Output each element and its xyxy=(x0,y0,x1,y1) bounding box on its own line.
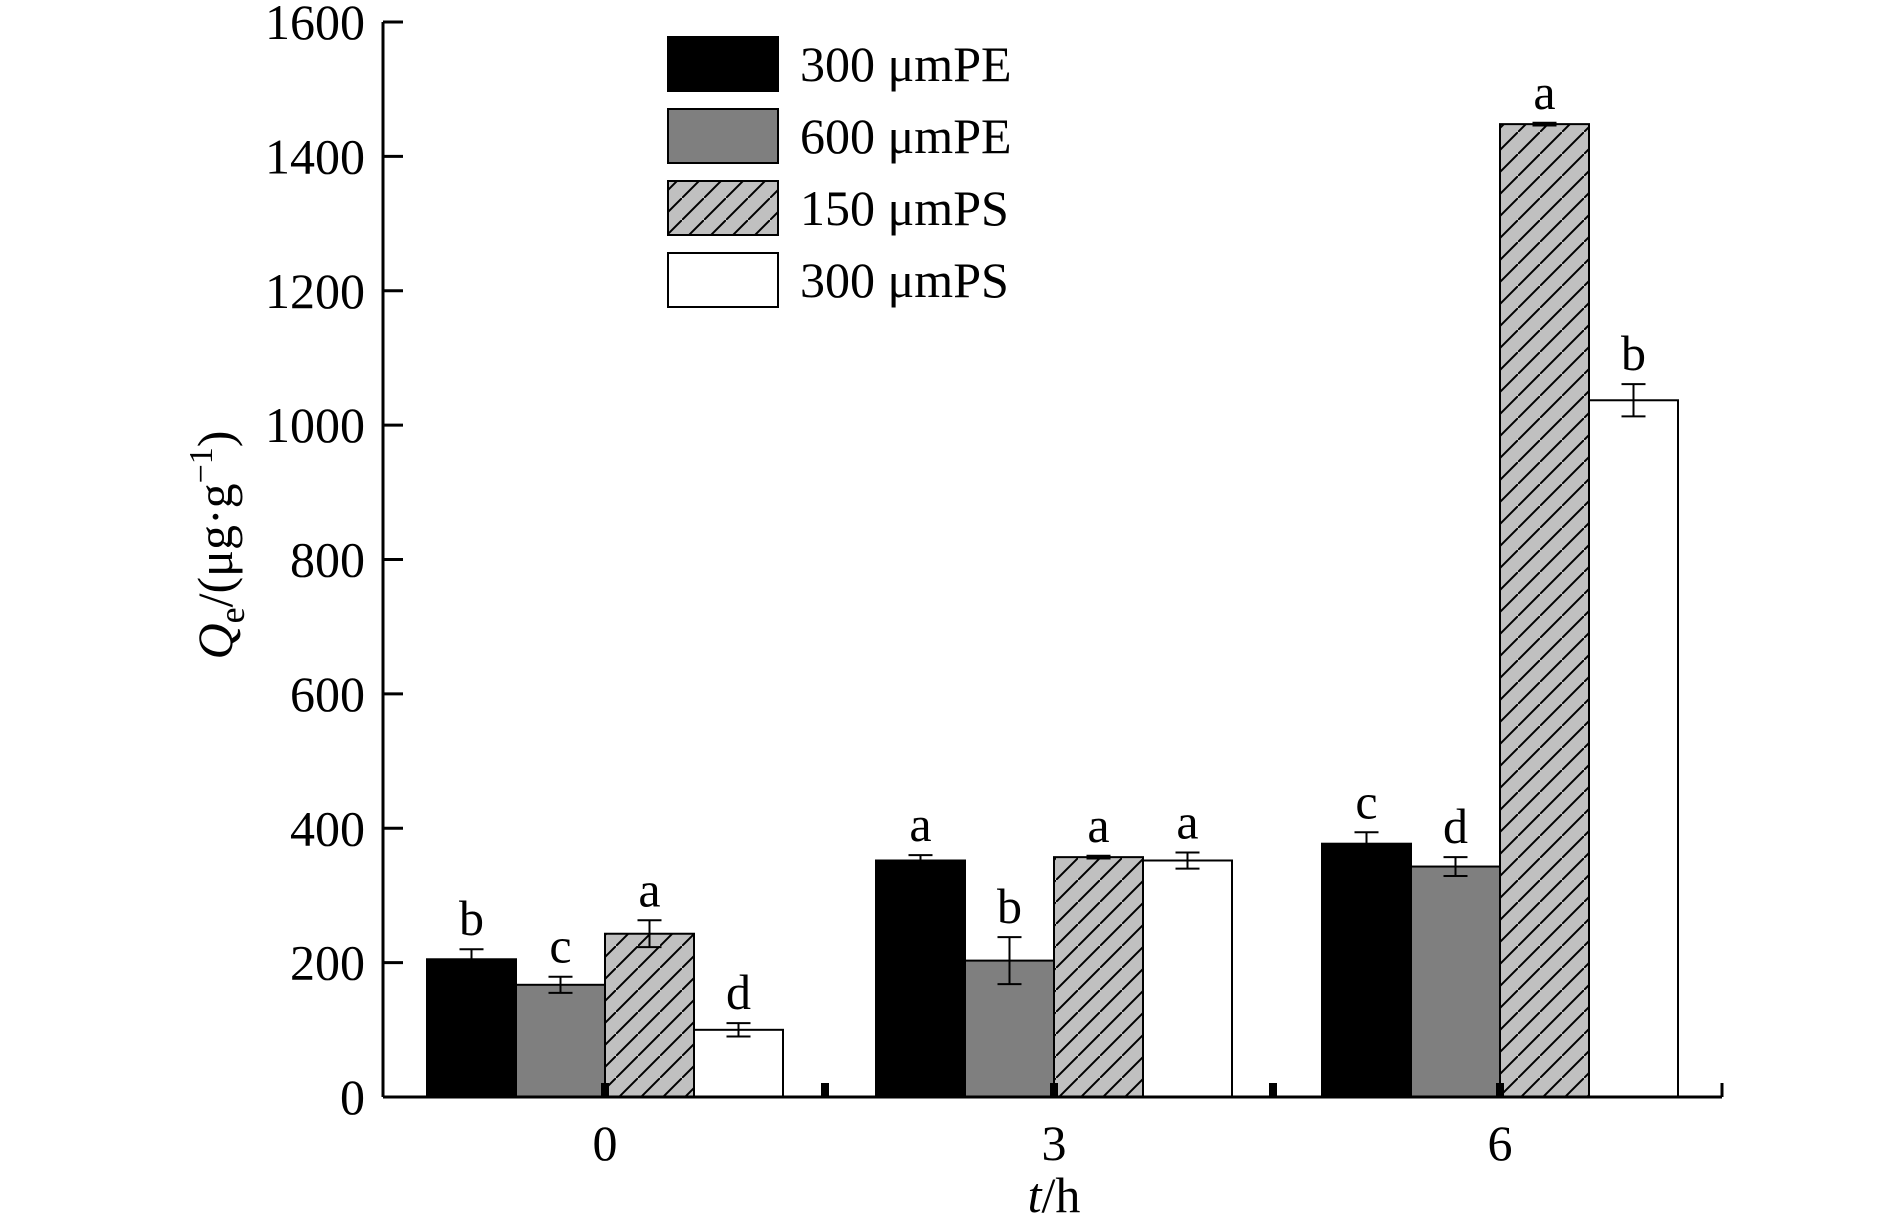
x-tick-label-3: 3 xyxy=(1042,1115,1067,1171)
bar-s3-c2 xyxy=(1588,399,1679,1098)
y-tick-label-400: 400 xyxy=(290,800,365,856)
bars-layer xyxy=(426,121,1679,1098)
x-axis-title-var: t xyxy=(1028,1167,1043,1219)
y-tick-label-600: 600 xyxy=(290,666,365,722)
x-tick-label-6: 6 xyxy=(1488,1115,1513,1171)
x-axis-minor-tick xyxy=(1050,1083,1058,1097)
y-tick-label-1200: 1200 xyxy=(265,263,365,319)
y-tick-label-1600: 1600 xyxy=(265,0,365,50)
x-axis-title-unit: /h xyxy=(1042,1167,1081,1219)
legend-label-3: 300 μmPS xyxy=(800,252,1009,308)
significance-label-s3-c1: a xyxy=(1176,793,1198,849)
bar-s2-c2 xyxy=(1499,123,1590,1098)
significance-label-s3-c0: d xyxy=(726,964,751,1020)
x-axis-minor-tick xyxy=(1496,1083,1504,1097)
y-axis-title-close: ) xyxy=(187,431,243,448)
significance-label-s0-c1: a xyxy=(909,796,931,852)
legend: 300 μmPE 600 μmPE 150 μmPS 300 μmPS xyxy=(667,36,1012,308)
significance-label-s1-c0: c xyxy=(549,918,571,974)
bar-s3-c0 xyxy=(693,1028,784,1098)
labels-layer: b a c c b d a a a d a b 0 200 400 600 800 1000 1200 1400 160… xyxy=(183,0,1646,1223)
y-tick-label-200: 200 xyxy=(290,935,365,991)
significance-label-s2-c1: a xyxy=(1087,797,1109,853)
legend-label-2: 150 μmPS xyxy=(800,180,1009,236)
bar-s2-c0 xyxy=(604,932,695,1098)
axes-layer xyxy=(381,20,1724,1099)
significance-label-s3-c2: b xyxy=(1621,325,1646,381)
y-tick-label-800: 800 xyxy=(290,532,365,588)
legend-label-1: 600 μmPE xyxy=(800,108,1012,164)
y-axis-title: Qe/(μg·g−1) xyxy=(183,431,252,660)
bar-s0-c0 xyxy=(426,958,517,1098)
legend-swatch-1 xyxy=(667,108,779,164)
legend-swatch-0 xyxy=(667,36,779,92)
legend-swatch-2 xyxy=(667,180,779,236)
legend-swatch-3 xyxy=(667,252,779,308)
bar-s1-c0 xyxy=(515,983,606,1098)
bar-s2-c1 xyxy=(1053,856,1144,1098)
y-tick-label-1000: 1000 xyxy=(265,397,365,453)
significance-label-s0-c2: c xyxy=(1355,773,1377,829)
y-axis-title-unit: /(μg·g xyxy=(187,483,243,607)
significance-label-s0-c0: b xyxy=(459,890,484,946)
bar-s0-c1 xyxy=(875,859,966,1098)
y-axis-title-sub: e xyxy=(212,607,252,623)
significance-label-s1-c2: d xyxy=(1443,798,1468,854)
x-axis-minor-tick xyxy=(1269,1083,1277,1097)
legend-label-0: 300 μmPE xyxy=(800,36,1012,92)
bar-s3-c1 xyxy=(1142,859,1233,1098)
y-axis-title-sup: −1 xyxy=(183,447,220,483)
significance-label-s1-c1: b xyxy=(997,878,1022,934)
bar-s0-c2 xyxy=(1321,842,1412,1098)
y-tick-label-0: 0 xyxy=(340,1069,365,1125)
y-axis-title-var: Q xyxy=(187,623,243,659)
significance-label-s2-c0: a xyxy=(638,861,660,917)
y-tick-label-1400: 1400 xyxy=(265,128,365,184)
x-tick-label-0: 0 xyxy=(593,1115,618,1171)
significance-label-s2-c2: a xyxy=(1533,64,1555,120)
x-axis-title: t/h xyxy=(1028,1167,1081,1219)
bar-s1-c2 xyxy=(1410,865,1501,1098)
x-axis-minor-tick xyxy=(821,1083,829,1097)
x-axis-minor-tick xyxy=(601,1083,609,1097)
